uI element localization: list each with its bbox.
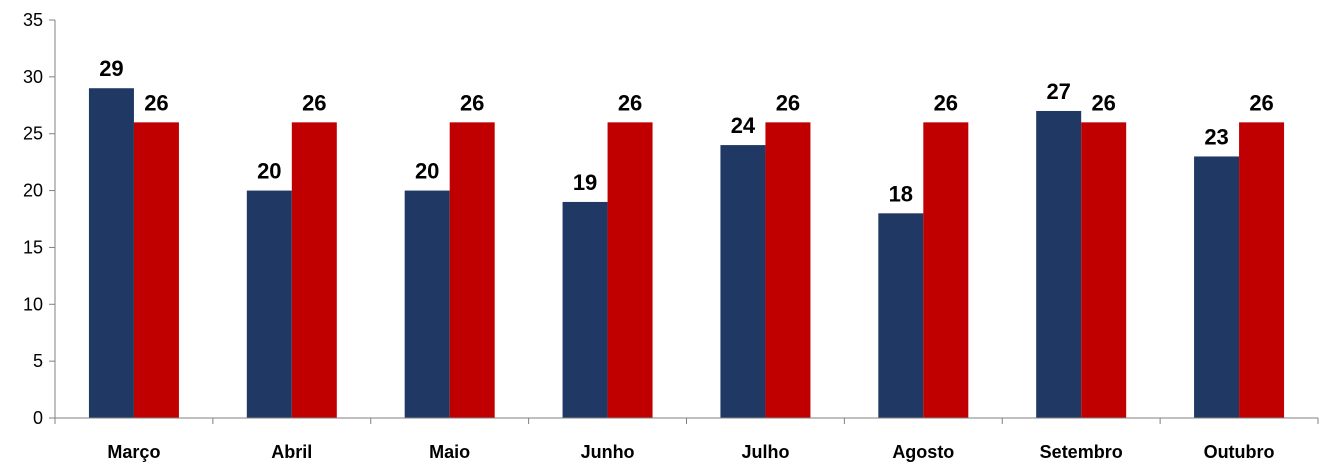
bar-series2-setembro (1081, 122, 1127, 418)
data-label: 20 (257, 159, 281, 184)
data-label: 20 (415, 159, 439, 184)
bars-layer (88, 88, 1285, 419)
data-label: 26 (460, 90, 484, 115)
y-tick-label: 5 (33, 351, 43, 371)
data-label: 23 (1204, 124, 1228, 149)
data-label: 26 (934, 90, 958, 115)
x-category-label: Agosto (892, 442, 954, 462)
bar-series1-junho (562, 201, 608, 418)
bar-series1-abril (246, 190, 292, 418)
y-tick-label: 10 (23, 294, 43, 314)
bar-series2-junho (607, 122, 653, 418)
bar-series2-abril (291, 122, 337, 418)
x-category-label: Março (107, 442, 160, 462)
y-tick-label: 20 (23, 181, 43, 201)
y-tick-label: 30 (23, 67, 43, 87)
bar-series1-maio (404, 190, 450, 418)
x-category-label: Outubro (1204, 442, 1275, 462)
data-label: 26 (1249, 90, 1273, 115)
bar-series2-outubro (1239, 122, 1285, 418)
bar-series1-outubro (1194, 156, 1240, 418)
data-label: 26 (776, 90, 800, 115)
data-label: 27 (1046, 79, 1070, 104)
data-label: 29 (99, 56, 123, 81)
bar-series2-março (133, 122, 179, 418)
y-tick-label: 0 (33, 408, 43, 428)
bar-series2-agosto (923, 122, 969, 418)
bar-series2-julho (765, 122, 811, 418)
y-tick-label: 25 (23, 124, 43, 144)
bar-series1-março (88, 88, 134, 418)
data-label: 26 (302, 90, 326, 115)
data-label: 26 (1091, 90, 1115, 115)
x-category-label: Setembro (1040, 442, 1123, 462)
data-label: 26 (618, 90, 642, 115)
data-label: 26 (144, 90, 168, 115)
labels-layer: 29 26 Março 20 26 Abril 20 26 Maio 19 26 Junho 24 26 J… (99, 56, 1274, 462)
bar-series2-maio (449, 122, 495, 418)
x-category-label: Abril (271, 442, 312, 462)
axes-layer: 0 5 10 15 20 25 30 35 (23, 10, 1319, 428)
y-tick-label: 35 (23, 10, 43, 30)
x-category-label: Junho (581, 442, 635, 462)
bar-series1-julho (720, 145, 766, 419)
y-tick-label: 15 (23, 237, 43, 257)
data-label: 24 (731, 113, 756, 138)
bar-series1-agosto (878, 213, 924, 418)
data-label: 19 (573, 170, 597, 195)
x-category-label: Maio (429, 442, 470, 462)
x-category-label: Julho (741, 442, 789, 462)
bar-series1-setembro (1036, 110, 1082, 418)
data-label: 18 (889, 181, 913, 206)
